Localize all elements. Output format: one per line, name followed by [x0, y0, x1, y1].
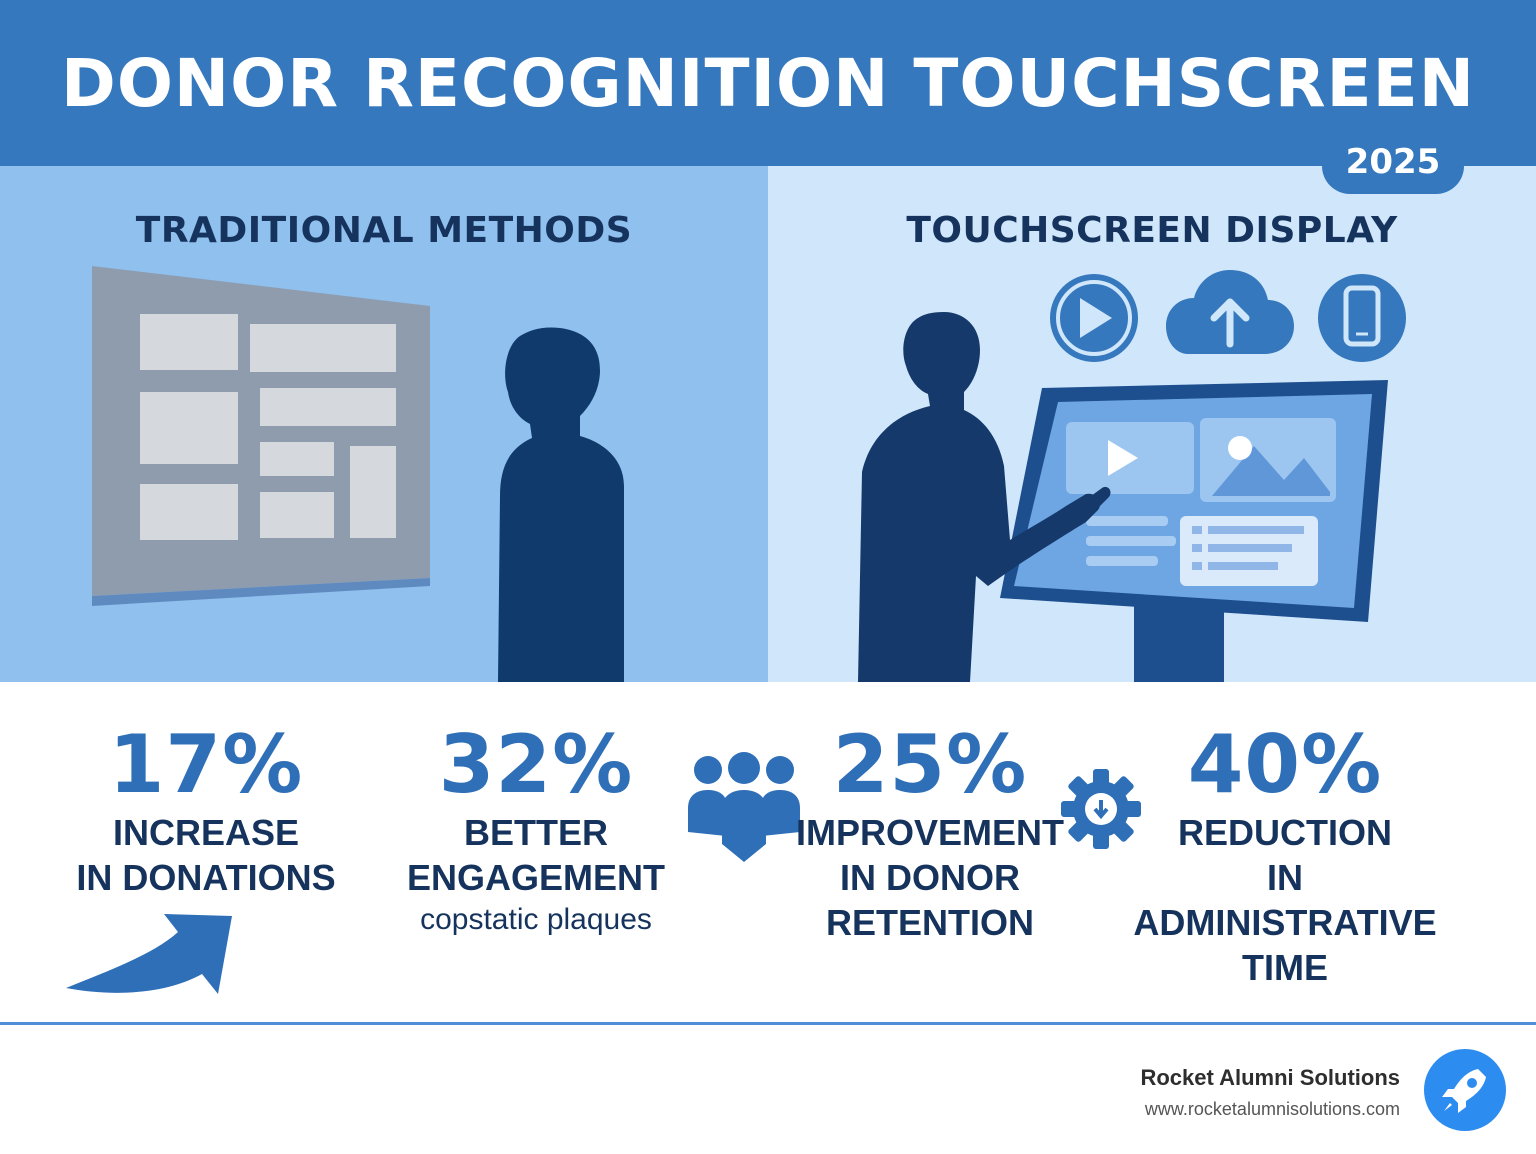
footer: Rocket Alumni Solutions www.rocketalumni…: [0, 1025, 1536, 1154]
stat-label-line: ENGAGEMENT: [406, 857, 665, 898]
kiosk-screen-icon: [1000, 380, 1388, 622]
traditional-illustration: [92, 266, 624, 682]
year-badge: 2025: [1322, 132, 1464, 194]
stat-value: 25%: [832, 718, 1028, 811]
rocket-icon: [1424, 1049, 1506, 1131]
header-banner: DONOR RECOGNITION TOUCHSCREEN: [0, 0, 1536, 166]
person-silhouette-icon: [498, 327, 624, 682]
touchscreen-illustration: [858, 270, 1406, 682]
stat-admin-time: 40% REDUCTION IN ADMINISTRATIVE TIME: [1120, 720, 1450, 990]
brand-name: Rocket Alumni Solutions: [1140, 1065, 1400, 1090]
stat-value: 32%: [438, 718, 634, 811]
stat-label-line: TIME: [1242, 947, 1328, 988]
stat-label-line: BETTER: [464, 812, 608, 853]
smartphone-icon: [1318, 274, 1406, 362]
stat-donations: 17% INCREASE IN DONATIONS: [46, 720, 366, 900]
wall-plaque-board-icon: [92, 266, 430, 606]
footer-divider: [0, 1022, 1536, 1025]
gear-download-icon: [1061, 769, 1141, 849]
page-title: DONOR RECOGNITION TOUCHSCREEN: [61, 45, 1475, 122]
stat-label-line: INCREASE: [112, 812, 300, 853]
stat-label-line: REDUCTION: [1178, 812, 1392, 853]
touchscreen-display-panel: TOUCHSCREEN DISPLAY: [768, 166, 1536, 682]
play-icon: [1050, 274, 1138, 362]
people-group-icon: [688, 752, 800, 862]
stat-sub-label: copstatic plaques: [420, 903, 652, 936]
stat-label-line: IN DONATIONS: [76, 857, 336, 898]
cloud-upload-icon: [1166, 270, 1294, 354]
stat-label-line: IN ADMINISTRATIVE: [1133, 857, 1437, 943]
traditional-methods-heading: TRADITIONAL METHODS: [135, 210, 633, 251]
statistics-section: 17% INCREASE IN DONATIONS 32% BETTER ENG…: [0, 682, 1536, 1022]
stat-retention: 25% IMPROVEMENT IN DONOR RETENTION: [790, 720, 1070, 945]
stat-value: 40%: [1187, 718, 1383, 811]
stat-label-line: IN DONOR: [840, 857, 1020, 898]
brand-url[interactable]: www.rocketalumnisolutions.com: [1144, 1099, 1400, 1119]
stat-value: 17%: [108, 718, 304, 811]
traditional-methods-panel: TRADITIONAL METHODS: [0, 166, 768, 682]
stat-label-line: IMPROVEMENT: [795, 812, 1064, 853]
arrow-up-right-icon: [66, 914, 232, 994]
stat-label-line: RETENTION: [825, 902, 1034, 943]
stat-engagement: 32% BETTER ENGAGEMENT copstatic plaques: [376, 720, 696, 940]
touchscreen-display-heading: TOUCHSCREEN DISPLAY: [906, 210, 1398, 251]
person-using-touchscreen-icon: [858, 312, 1111, 682]
